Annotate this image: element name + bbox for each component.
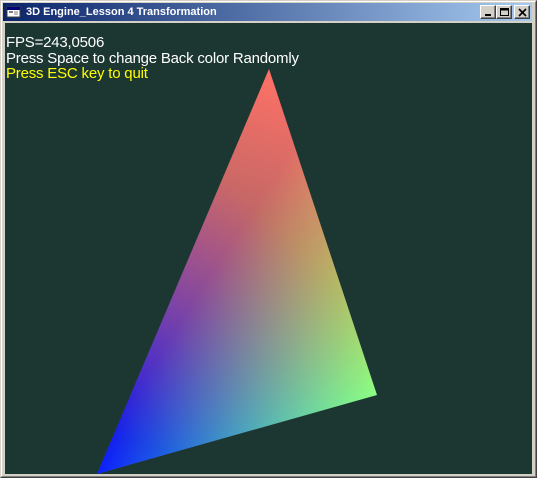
esc-hint-text: Press ESC key to quit	[6, 66, 148, 82]
render-scene	[5, 23, 532, 474]
minimize-button[interactable]	[480, 5, 496, 19]
title-bar[interactable]: 3D Engine_Lesson 4 Transformation	[3, 3, 532, 21]
minimize-icon	[484, 8, 493, 17]
render-viewport[interactable]: FPS=243,0506 Press Space to change Back …	[5, 23, 532, 474]
vb-form-icon[interactable]	[6, 5, 22, 19]
caption-buttons	[480, 5, 530, 19]
window-title: 3D Engine_Lesson 4 Transformation	[26, 6, 217, 18]
fps-readout: FPS=243,0506	[6, 35, 104, 51]
maximize-button[interactable]	[496, 5, 512, 19]
close-button[interactable]	[514, 5, 530, 19]
rgb-triangle	[97, 69, 377, 474]
close-icon	[518, 8, 527, 17]
maximize-icon	[500, 8, 509, 17]
